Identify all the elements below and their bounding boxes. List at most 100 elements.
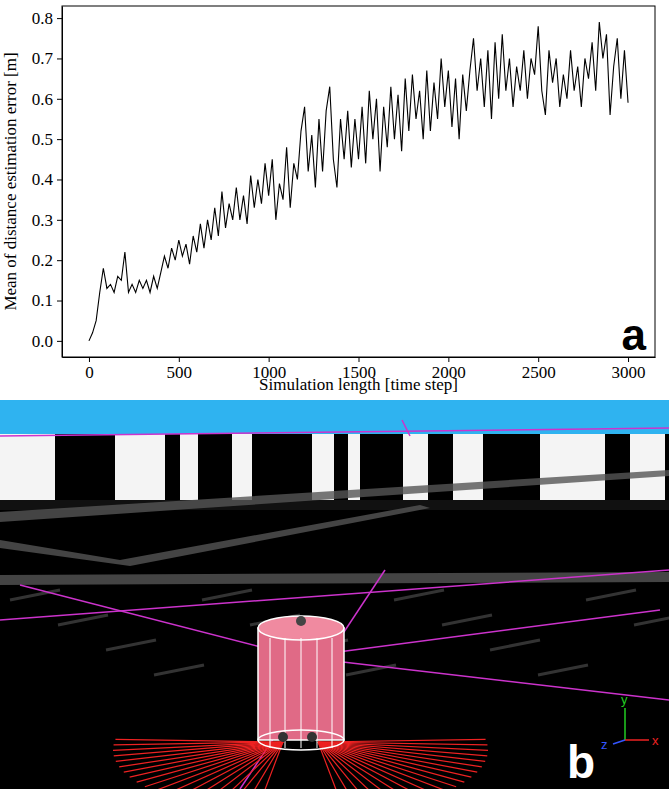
y-tick-mark xyxy=(57,260,62,261)
scene-floor-texture xyxy=(394,590,444,600)
y-tick-label: 0.3 xyxy=(32,211,53,230)
y-axis-line xyxy=(62,7,63,358)
scene-floor-band xyxy=(0,470,669,522)
y-tick-mark xyxy=(57,58,62,59)
scene-wall xyxy=(453,434,483,506)
plot-area xyxy=(89,22,628,341)
axis-x-arrow xyxy=(625,739,649,741)
scene-wall xyxy=(115,434,165,506)
scene-floor-texture xyxy=(586,590,636,600)
y-tick-label: 0.4 xyxy=(32,170,54,189)
y-tick: 0.5 xyxy=(32,130,62,149)
scene-wall xyxy=(232,434,252,506)
x-tick-mark xyxy=(359,357,360,362)
sensor-ray xyxy=(0,570,669,620)
x-tick-mark xyxy=(89,357,90,362)
x-tick-mark xyxy=(179,357,180,362)
figure: 0500100015002000250030000.00.10.20.30.40… xyxy=(0,0,669,789)
axis-label-z: z xyxy=(601,737,608,752)
y-tick-mark xyxy=(57,179,62,180)
y-axis-title: Mean of distance estimation error [m] xyxy=(1,52,20,310)
x-tick: 3000 xyxy=(612,357,646,382)
scene-floor-band xyxy=(0,572,669,585)
scene-floor-texture xyxy=(634,615,669,625)
plot-frame xyxy=(62,6,655,357)
y-tick-label: 0.5 xyxy=(32,130,53,149)
scene-floor-texture xyxy=(154,665,204,675)
robot-wheel xyxy=(307,732,317,742)
x-tick-label: 2500 xyxy=(522,363,556,382)
y-tick-mark xyxy=(57,99,62,100)
x-tick-label: 3000 xyxy=(612,363,646,382)
y-tick-mark xyxy=(57,301,62,302)
scene-floor-texture xyxy=(538,665,588,675)
y-tick: 0.0 xyxy=(32,332,62,351)
axis-z-arrow xyxy=(613,740,625,744)
y-tick: 0.8 xyxy=(32,9,62,28)
scene-wall xyxy=(540,434,605,506)
scene-floor-band xyxy=(0,505,430,566)
sensor-ray xyxy=(300,657,669,700)
scene-floor xyxy=(0,400,669,789)
y-axis: 0.0 0.1 0.2 0.3 0.4 0.5 0.6 0.7 0.8 xyxy=(32,7,63,358)
y-tick-mark xyxy=(57,18,62,19)
y-tick-label: 0.2 xyxy=(32,251,53,270)
sensor-ray xyxy=(0,428,669,436)
sensor-ray xyxy=(402,420,410,436)
y-tick: 0.7 xyxy=(32,49,62,68)
robot-edge xyxy=(301,638,302,748)
laser-ray xyxy=(130,742,283,777)
x-tick-mark xyxy=(448,357,449,362)
laser-ray xyxy=(114,742,283,756)
x-tick-mark xyxy=(538,357,539,362)
scene-wall xyxy=(403,434,428,506)
robot-wheel xyxy=(278,732,288,742)
y-tick-label: 0.1 xyxy=(32,291,53,310)
scene-floor-texture xyxy=(10,590,60,600)
y-tick-mark xyxy=(57,220,62,221)
y-tick-mark xyxy=(57,341,62,342)
scene-wall xyxy=(180,434,198,506)
robot-edge xyxy=(317,638,318,748)
y-tick: 0.6 xyxy=(32,90,62,109)
x-tick-label: 0 xyxy=(85,363,94,382)
scene-floor-texture xyxy=(202,590,252,600)
scene-floor-texture xyxy=(58,615,108,625)
x-tick-mark xyxy=(269,357,270,362)
panel-a: 0500100015002000250030000.00.10.20.30.40… xyxy=(1,6,656,394)
y-tick-mark xyxy=(57,139,62,140)
scene-floor-texture xyxy=(442,615,492,625)
y-tick: 0.3 xyxy=(32,211,62,230)
robot-edge xyxy=(270,638,271,748)
y-tick-label: 0.0 xyxy=(32,332,53,351)
scene-floor-texture xyxy=(490,640,540,650)
y-tick: 0.2 xyxy=(32,251,62,270)
robot-edge xyxy=(332,638,333,748)
laser-ray xyxy=(114,742,283,745)
laser-ray xyxy=(318,742,471,777)
laser-ray xyxy=(318,742,488,750)
y-tick-label: 0.7 xyxy=(32,49,54,68)
x-tick: 0 xyxy=(85,357,94,382)
panel-b: y x zb xyxy=(0,400,669,789)
scene-wall xyxy=(0,434,55,506)
x-tick: 500 xyxy=(167,357,193,382)
robot-sensor xyxy=(296,616,306,626)
y-tick-label: 0.6 xyxy=(32,90,53,109)
data-line xyxy=(89,22,628,341)
scene-floor-texture xyxy=(106,640,156,650)
y-tick: 0.1 xyxy=(32,291,62,310)
axis-label-y: y xyxy=(621,692,628,707)
axis-label-x: x xyxy=(652,733,659,748)
panel-label: b xyxy=(567,736,595,788)
robot-edge xyxy=(285,638,286,748)
panel-label: a xyxy=(622,310,647,359)
axis-y-arrow xyxy=(624,708,626,740)
scene-floor-texture xyxy=(346,665,396,675)
x-tick: 2500 xyxy=(522,357,556,382)
laser-ray xyxy=(318,742,487,756)
y-tick-label: 0.8 xyxy=(32,9,53,28)
x-tick-label: 500 xyxy=(167,363,193,382)
scene-wall xyxy=(630,434,665,506)
x-axis-title: Simulation length [time step] xyxy=(259,375,458,394)
